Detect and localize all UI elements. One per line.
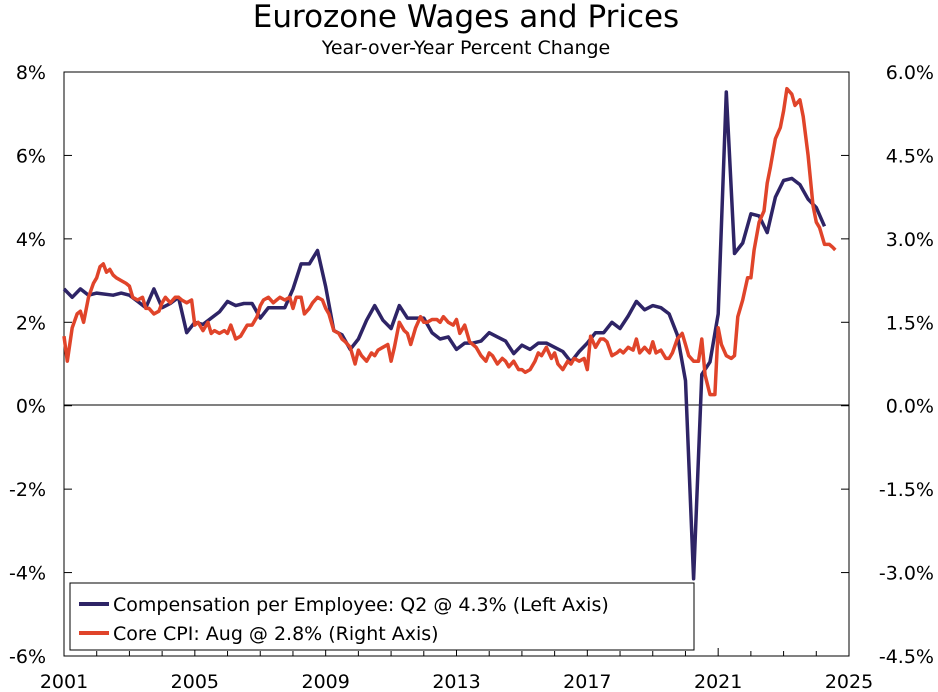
x-tick-label: 2005 [171, 671, 219, 692]
left-tick-label: 4% [16, 229, 46, 251]
right-axis: 6.0% 4.5% 3.0% 1.5% 0.0% -1.5% -3.0% -4.5% [841, 62, 934, 668]
right-tick-label: 0.0% [886, 396, 934, 418]
right-tick-label: -1.5% [879, 479, 934, 501]
right-tick-label: 1.5% [886, 312, 934, 334]
legend-label-compensation: Compensation per Employee: Q2 @ 4.3% (Le… [113, 594, 609, 616]
right-tick-label: 6.0% [886, 62, 934, 84]
chart-title: Eurozone Wages and Prices [253, 0, 679, 35]
left-axis: 8% 6% 4% 2% 0% -2% -4% -6% [9, 62, 72, 668]
series-line-core-cpi [62, 86, 837, 397]
x-tick-label: 2021 [694, 671, 742, 692]
x-tick-label: 2009 [301, 671, 349, 692]
left-tick-label: -6% [9, 646, 46, 668]
x-tick-label: 2025 [825, 671, 873, 692]
x-axis: 2001 2005 2009 2013 2017 2021 2025 [40, 648, 873, 692]
legend-label-core-cpi: Core CPI: Aug @ 2.8% (Right Axis) [113, 623, 439, 645]
legend-box [69, 582, 695, 651]
left-tick-label: -4% [9, 563, 46, 585]
x-tick-label: 2001 [40, 671, 88, 692]
left-tick-label: -2% [9, 479, 46, 501]
left-tick-label: 2% [16, 312, 46, 334]
right-tick-label: 3.0% [886, 229, 934, 251]
plot-area [63, 71, 850, 657]
chart-subtitle: Year-over-Year Percent Change [321, 37, 611, 59]
right-tick-label: 4.5% [886, 145, 934, 167]
right-tick-label: -4.5% [879, 646, 934, 668]
series-layer [62, 86, 837, 581]
left-tick-label: 0% [16, 396, 46, 418]
left-tick-label: 6% [16, 145, 46, 167]
right-tick-label: -3.0% [879, 563, 934, 585]
x-tick-label: 2017 [563, 671, 611, 692]
left-tick-label: 8% [16, 62, 46, 84]
legend: Compensation per Employee: Q2 @ 4.3% (Le… [69, 582, 695, 651]
x-tick-label: 2013 [432, 671, 480, 692]
